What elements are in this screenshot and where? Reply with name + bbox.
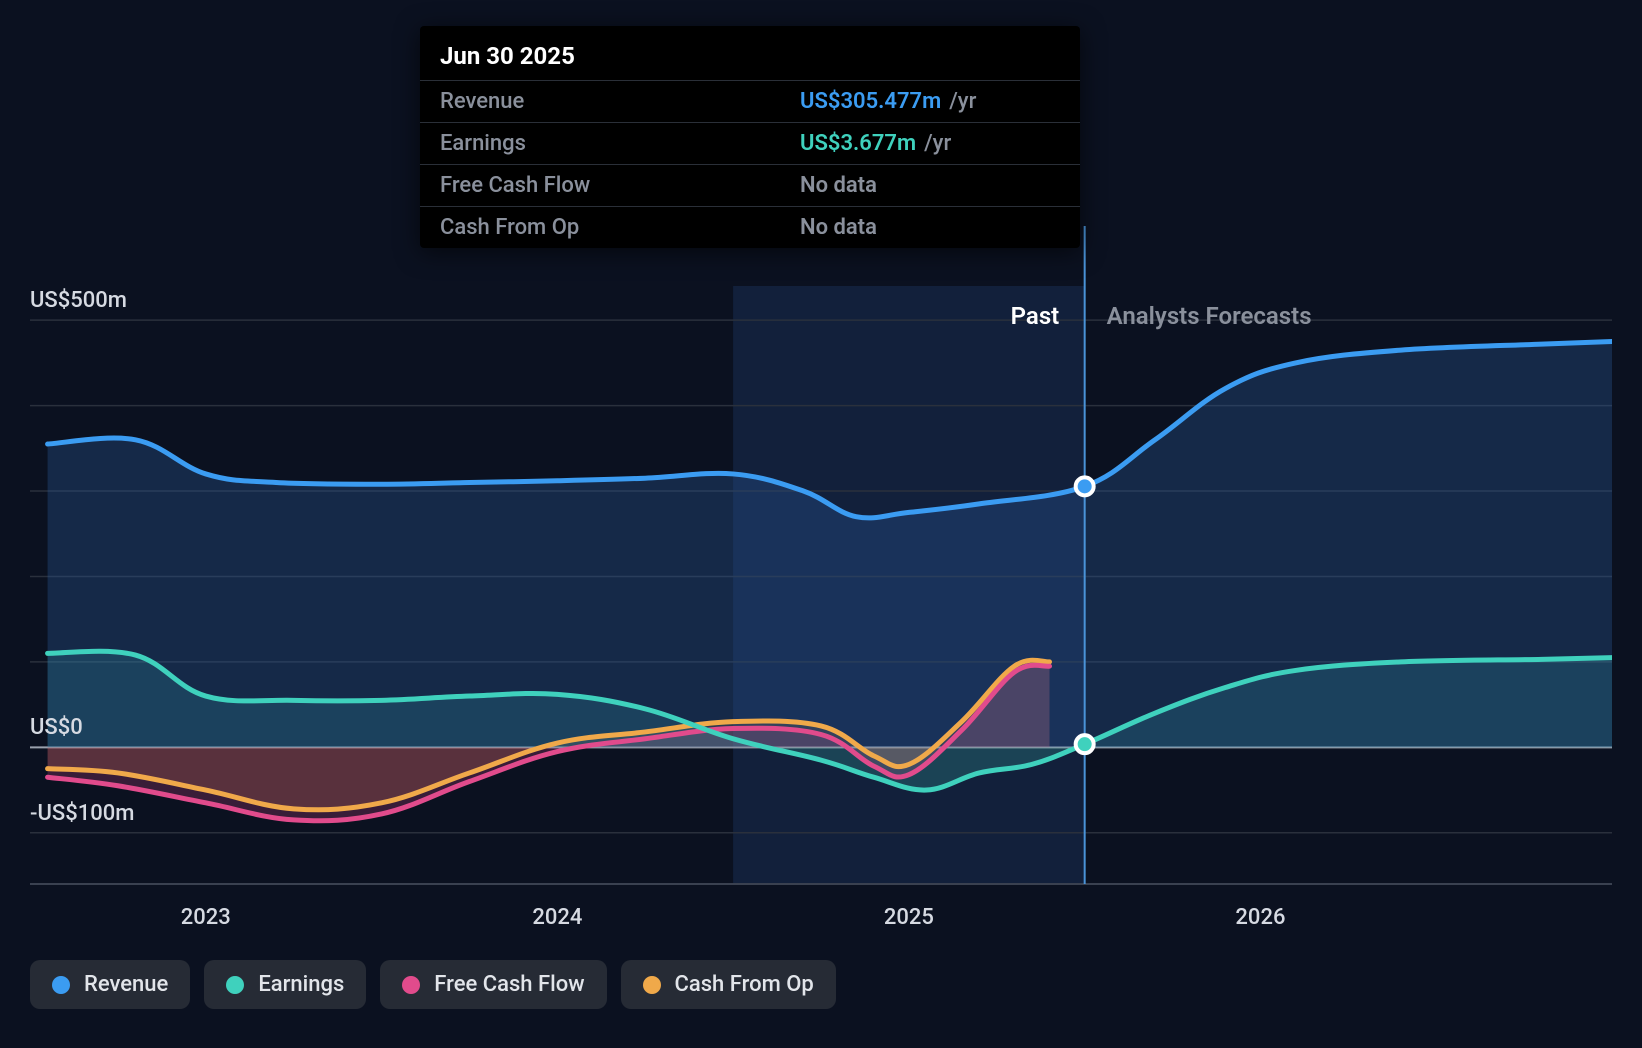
forecast-label: Analysts Forecasts bbox=[1107, 302, 1312, 330]
tooltip-row-earnings: Earnings US$3.677m /yr bbox=[420, 122, 1080, 164]
chart-legend: Revenue Earnings Free Cash Flow Cash Fro… bbox=[30, 960, 836, 1009]
tooltip-row-value: US$305.477m bbox=[800, 89, 941, 114]
tooltip-row-fcf: Free Cash Flow No data bbox=[420, 164, 1080, 206]
legend-label: Earnings bbox=[258, 972, 344, 997]
tooltip-row-revenue: Revenue US$305.477m /yr bbox=[420, 80, 1080, 122]
legend-dot-icon bbox=[402, 976, 420, 994]
x-tick-label: 2023 bbox=[181, 905, 231, 930]
legend-label: Cash From Op bbox=[675, 972, 814, 997]
tooltip-row-label: Free Cash Flow bbox=[440, 173, 800, 198]
tooltip-row-unit: /yr bbox=[949, 89, 976, 114]
tooltip-row-label: Revenue bbox=[440, 89, 800, 114]
chart-tooltip: Jun 30 2025 Revenue US$305.477m /yr Earn… bbox=[420, 26, 1080, 248]
tooltip-row-unit: /yr bbox=[924, 131, 951, 156]
legend-dot-icon bbox=[226, 976, 244, 994]
past-label: Past bbox=[1011, 302, 1060, 330]
tooltip-row-label: Earnings bbox=[440, 131, 800, 156]
tooltip-row-value: No data bbox=[800, 215, 877, 240]
legend-label: Revenue bbox=[84, 972, 168, 997]
y-tick-label: US$0 bbox=[30, 715, 83, 740]
tooltip-title: Jun 30 2025 bbox=[420, 26, 1080, 80]
legend-item-cfo[interactable]: Cash From Op bbox=[621, 960, 836, 1009]
legend-item-fcf[interactable]: Free Cash Flow bbox=[380, 960, 606, 1009]
tooltip-row-value: No data bbox=[800, 173, 877, 198]
tooltip-row-label: Cash From Op bbox=[440, 215, 800, 240]
tooltip-row-value: US$3.677m bbox=[800, 131, 916, 156]
legend-dot-icon bbox=[643, 976, 661, 994]
legend-item-earnings[interactable]: Earnings bbox=[204, 960, 366, 1009]
x-tick-label: 2026 bbox=[1235, 905, 1285, 930]
legend-item-revenue[interactable]: Revenue bbox=[30, 960, 190, 1009]
y-tick-label: -US$100m bbox=[30, 801, 134, 826]
tooltip-row-cfo: Cash From Op No data bbox=[420, 206, 1080, 248]
x-tick-label: 2024 bbox=[532, 905, 582, 930]
legend-dot-icon bbox=[52, 976, 70, 994]
legend-label: Free Cash Flow bbox=[434, 972, 584, 997]
x-tick-label: 2025 bbox=[884, 905, 934, 930]
y-tick-label: US$500m bbox=[30, 288, 127, 313]
